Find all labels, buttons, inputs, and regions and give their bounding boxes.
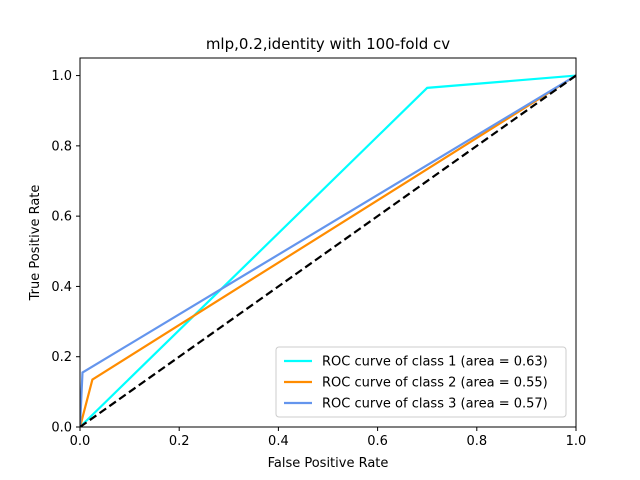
plot-curves <box>80 74 576 427</box>
legend-label: ROC curve of class 2 (area = 0.55) <box>322 376 548 391</box>
roc-curve-class-2 <box>80 74 576 427</box>
x-axis-label: False Positive Rate <box>268 456 389 471</box>
y-tick-label: 0.4 <box>51 280 72 295</box>
y-axis-ticks: 0.0 0.2 0.4 0.6 0.8 1.0 <box>51 69 80 436</box>
x-tick-label: 0.4 <box>268 434 289 449</box>
legend-label: ROC curve of class 3 (area = 0.57) <box>322 397 548 412</box>
x-tick-label: 0.8 <box>466 434 487 449</box>
axes-frame <box>79 57 577 428</box>
y-axis-label: True Positive Rate <box>28 185 43 302</box>
x-tick-label: 0.0 <box>70 434 91 449</box>
legend-box <box>275 346 567 418</box>
roc-curve-class-3 <box>80 74 576 427</box>
y-tick-label: 0.8 <box>51 139 72 154</box>
x-axis-ticks: 0.0 0.2 0.4 0.6 0.8 1.0 <box>70 427 587 449</box>
y-tick-label: 0.0 <box>51 421 72 436</box>
y-tick-label: 0.6 <box>51 210 72 225</box>
chart-title: mlp,0.2,identity with 100-fold cv <box>206 35 450 53</box>
y-tick-label: 0.2 <box>51 350 72 365</box>
chance-diagonal-line <box>80 74 576 427</box>
legend: ROC curve of class 1 (area = 0.63) ROC cu… <box>275 346 567 418</box>
y-tick-label: 1.0 <box>51 69 72 84</box>
x-tick-label: 0.6 <box>367 434 388 449</box>
x-tick-label: 1.0 <box>566 434 587 449</box>
legend-label: ROC curve of class 1 (area = 0.63) <box>322 355 548 370</box>
x-tick-label: 0.2 <box>169 434 190 449</box>
curve-layer <box>80 74 576 427</box>
